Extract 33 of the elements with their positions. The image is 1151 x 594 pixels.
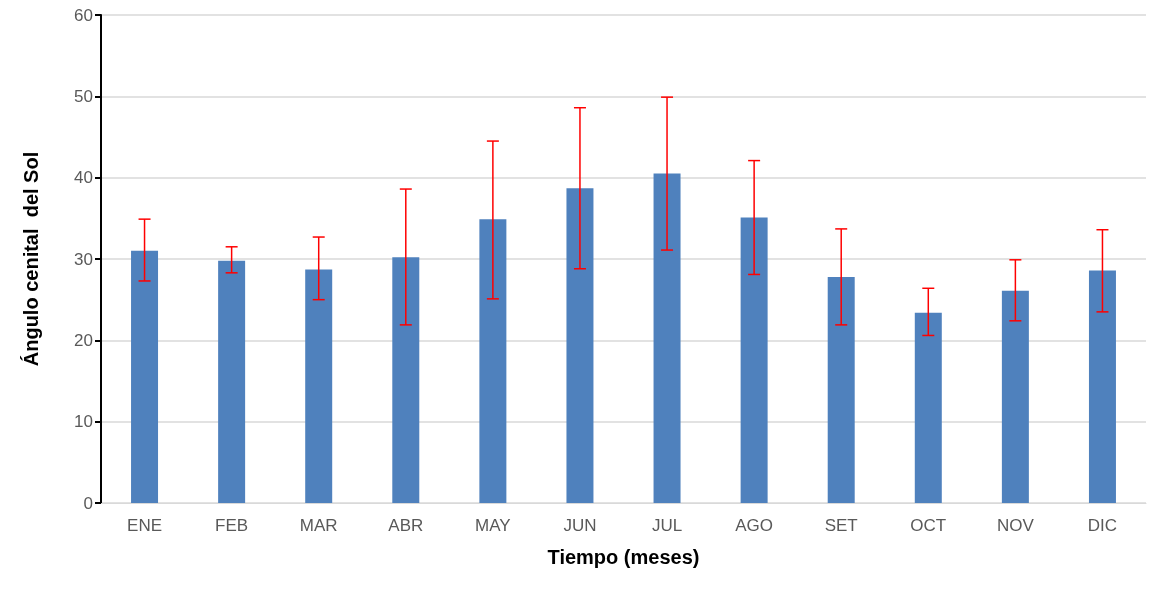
y-tick-label: 0 xyxy=(83,493,93,513)
bar xyxy=(1088,270,1116,503)
x-tick-label: JUN xyxy=(563,516,597,535)
y-tick-label: 20 xyxy=(74,330,93,350)
x-tick-label: ABR xyxy=(388,516,424,535)
bar xyxy=(740,217,768,503)
bar xyxy=(305,269,333,503)
bar xyxy=(131,250,159,503)
bar xyxy=(827,276,855,503)
x-tick-label: MAY xyxy=(475,516,511,535)
x-tick-label: MAR xyxy=(299,516,338,535)
bar xyxy=(566,188,594,503)
bar xyxy=(392,257,420,503)
bar xyxy=(914,312,942,503)
bar xyxy=(479,219,507,503)
x-tick-label: FEB xyxy=(215,516,249,535)
x-tick-label: AGO xyxy=(735,516,774,535)
bar xyxy=(1001,290,1029,503)
x-tick-label: NOV xyxy=(996,516,1035,535)
x-tick-label: ENE xyxy=(127,516,163,535)
bar xyxy=(218,260,246,503)
x-tick-label: JUL xyxy=(651,516,683,535)
y-tick-label: 10 xyxy=(74,412,93,432)
x-tick-label: DIC xyxy=(1087,516,1118,535)
y-axis-title: Ángulo cenital del Sol xyxy=(20,151,42,367)
bar xyxy=(653,173,681,503)
y-tick-label: 30 xyxy=(74,249,93,269)
x-axis-title: Tiempo (meses) xyxy=(547,546,700,568)
y-tick-label: 40 xyxy=(74,168,93,188)
y-tick-label: 60 xyxy=(74,5,93,25)
x-tick-label: SET xyxy=(824,516,858,535)
y-tick-label: 50 xyxy=(74,86,93,106)
x-tick-label: OCT xyxy=(910,516,947,535)
